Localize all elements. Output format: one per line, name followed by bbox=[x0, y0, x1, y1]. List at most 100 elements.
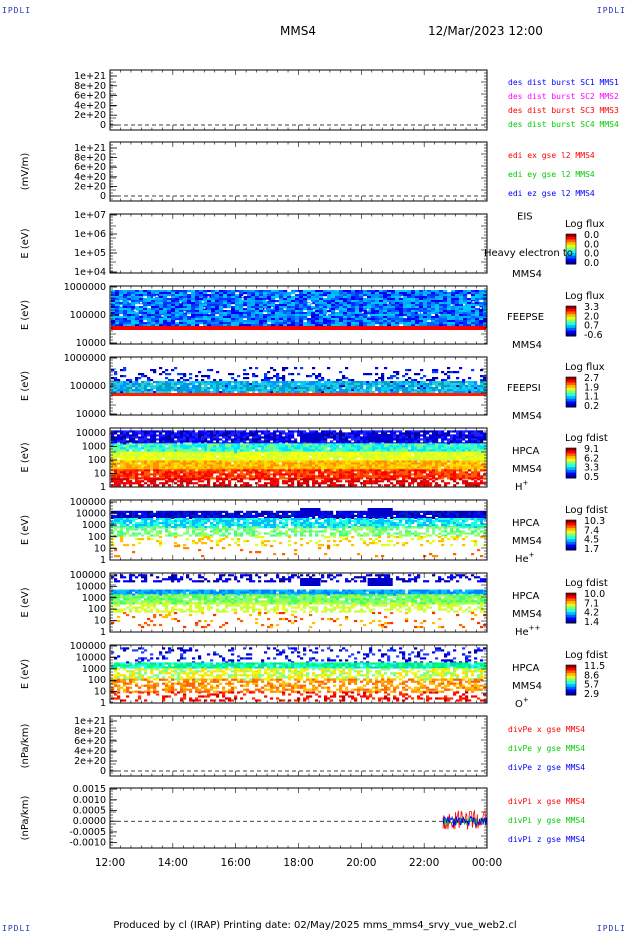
p9-colorbar-tick: 5.7 bbox=[584, 680, 599, 691]
p9-ytick-label: 10000 bbox=[76, 652, 106, 663]
p3-colorbar-title: Log flux bbox=[565, 219, 605, 230]
p7-sc-label: MMS4 bbox=[512, 536, 542, 547]
p9-colorbar-tick: 2.9 bbox=[584, 689, 599, 700]
p10-ytick-label: 0 bbox=[100, 766, 106, 777]
p4-speck bbox=[135, 310, 138, 313]
p6-colorbar-title: Log fdist bbox=[565, 433, 608, 444]
p11-plot-area bbox=[110, 788, 487, 848]
time-axis-label: 18:00 bbox=[283, 857, 313, 869]
p4-colorbar-tick: 0.7 bbox=[584, 321, 599, 332]
p5-spectrogram bbox=[111, 381, 487, 394]
p1-ytick-label: 6e+20 bbox=[74, 91, 106, 102]
p6-ytick-label: 100 bbox=[88, 455, 106, 466]
p3-colorbar-tick: 0.0 bbox=[584, 258, 599, 269]
p8-species-label: He++ bbox=[515, 624, 541, 638]
p1-ytick-label: 0 bbox=[100, 120, 106, 131]
p10-time-ticks bbox=[109, 716, 488, 776]
p11-ytick-label: 0.0015 bbox=[73, 784, 106, 795]
p7-spectrogram bbox=[111, 536, 487, 547]
corner-label-bl: IPDLI bbox=[2, 924, 32, 933]
p3-ytick-label: 1e+05 bbox=[74, 248, 106, 259]
p10-plot-area bbox=[110, 716, 487, 776]
p8-spectrogram bbox=[111, 611, 487, 629]
p7-ytick-label: 10 bbox=[94, 543, 106, 554]
p5-colorbar-tick: 2.7 bbox=[584, 373, 599, 384]
p4-speck bbox=[120, 305, 123, 307]
p4-speck bbox=[472, 301, 475, 303]
p8-colorbar-title: Log fdist bbox=[565, 578, 608, 589]
p9-sc-label: MMS4 bbox=[512, 681, 542, 692]
p7-colorbar-tick: 1.7 bbox=[584, 544, 599, 555]
p7-ytick-label: 100000 bbox=[70, 497, 106, 508]
p10-ytick-label: 4e+20 bbox=[74, 746, 106, 757]
p4-speck bbox=[153, 296, 156, 298]
p3-colorbar-tick: 0.0 bbox=[584, 249, 599, 260]
p11-series-z bbox=[442, 815, 487, 828]
p4-speck bbox=[401, 296, 404, 298]
p6-instrument-label: HPCA bbox=[512, 446, 540, 457]
p4-speck bbox=[387, 302, 390, 304]
p4-speck bbox=[310, 301, 313, 304]
p4-speck bbox=[133, 309, 136, 311]
p4-speck bbox=[155, 295, 158, 297]
p5-sc-label: MMS4 bbox=[512, 411, 542, 422]
p3-ytick-label: 1e+07 bbox=[74, 210, 106, 221]
p3-side-ticks bbox=[110, 216, 487, 272]
p8-time-ticks bbox=[109, 573, 488, 632]
p1-ytick-label: 2e+20 bbox=[74, 110, 106, 121]
p5-ytick-label: 10000 bbox=[76, 409, 106, 420]
p2-ytick-label: 8e+20 bbox=[74, 153, 106, 164]
p4-sc-label: MMS4 bbox=[512, 340, 542, 351]
p4-ytick-label: 100000 bbox=[70, 310, 106, 321]
p8-colorbar-tick: 4.2 bbox=[584, 608, 599, 619]
p9-ytick-label: 10 bbox=[94, 687, 106, 698]
p6-colorbar bbox=[565, 447, 577, 479]
p11-ylabel: (nPa/km) bbox=[20, 796, 31, 841]
p7-ytick-label: 10000 bbox=[76, 509, 106, 520]
corner-label-tr: IPDLI bbox=[596, 6, 626, 15]
p11-time-ticks bbox=[109, 788, 488, 848]
p1-ytick-label: 4e+20 bbox=[74, 100, 106, 111]
p5-instrument-label: FEEPSI bbox=[507, 383, 541, 394]
p4-speck bbox=[367, 314, 370, 317]
p7-time-ticks bbox=[109, 500, 488, 560]
p5-time-ticks bbox=[109, 357, 488, 415]
p6-spectrogram bbox=[111, 478, 487, 487]
p2-ytick-label: 1e+21 bbox=[74, 143, 106, 154]
p8-instrument-label: HPCA bbox=[512, 591, 540, 602]
p1-ytick-label: 8e+20 bbox=[74, 81, 106, 92]
p10-ytick-label: 8e+20 bbox=[74, 726, 106, 737]
time-axis-label: 20:00 bbox=[346, 857, 376, 869]
p4-speck bbox=[203, 307, 206, 309]
p8-ytick-label: 100000 bbox=[70, 570, 106, 581]
p4-speck bbox=[450, 304, 453, 306]
p4-speck bbox=[313, 309, 316, 311]
p4-speck bbox=[161, 315, 164, 317]
p8-spectrogram bbox=[111, 594, 487, 605]
p3-time-ticks bbox=[109, 214, 488, 273]
p6-ytick-label: 1 bbox=[100, 482, 106, 493]
p6-time-ticks bbox=[109, 428, 488, 487]
p8-ytick-label: 100 bbox=[88, 604, 106, 615]
p9-time-ticks bbox=[109, 645, 488, 703]
p9-side-ticks bbox=[110, 647, 487, 703]
p6-ytick-label: 10 bbox=[94, 469, 106, 480]
p5-colorbar-tick: 0.2 bbox=[584, 401, 599, 412]
p4-speck bbox=[128, 301, 131, 303]
p1-legend-entry: des dist burst SC4 MMS4 bbox=[508, 120, 619, 129]
time-axis-label: 12:00 bbox=[95, 857, 125, 869]
p11-ytick-label: -0.0010 bbox=[69, 838, 106, 849]
p6-sc-label: MMS4 bbox=[512, 464, 542, 475]
p9-spectrogram bbox=[111, 691, 487, 702]
p6-patch bbox=[367, 434, 393, 442]
p8-ytick-label: 10 bbox=[94, 616, 106, 627]
p2-ytick-label: 6e+20 bbox=[74, 162, 106, 173]
p4-speck bbox=[463, 303, 466, 306]
p4-speck bbox=[438, 313, 441, 316]
p3-ylabel: E (eV) bbox=[20, 228, 31, 258]
time-axis-label: 14:00 bbox=[158, 857, 188, 869]
p8-sc-label: MMS4 bbox=[512, 609, 542, 620]
p4-colorbar-title: Log flux bbox=[565, 291, 605, 302]
p8-side-ticks bbox=[110, 575, 487, 631]
p7-spectrogram bbox=[114, 545, 484, 558]
